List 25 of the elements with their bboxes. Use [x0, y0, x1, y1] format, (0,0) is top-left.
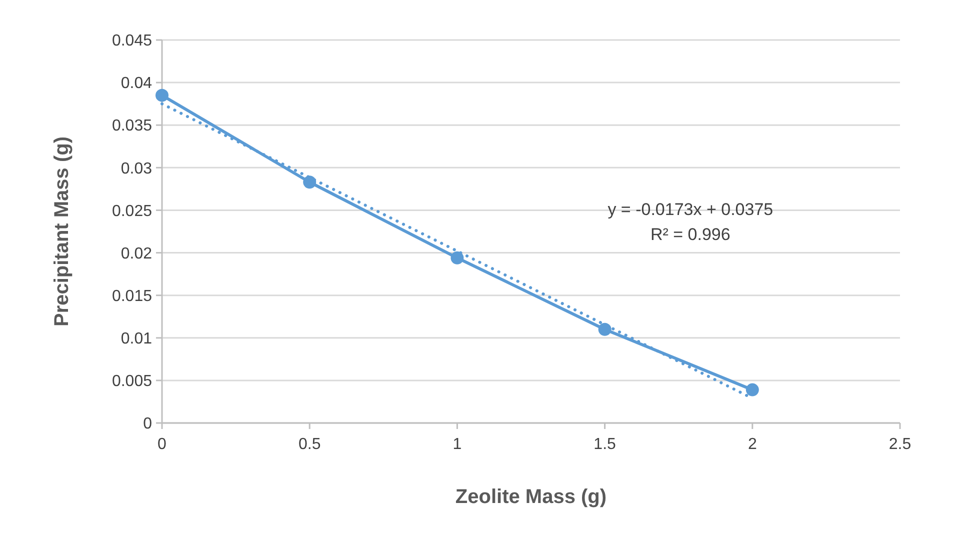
x-tick-label: 0: [158, 436, 167, 453]
y-tick-label: 0.045: [112, 32, 152, 50]
point: [450, 251, 464, 264]
x-tick-label: 2.5: [888, 436, 912, 453]
point: [598, 322, 612, 336]
y-axis-title: Precipitant Mass (g): [51, 136, 73, 327]
x-tick-label: 0.5: [298, 436, 321, 453]
y-tick-label: 0.01: [120, 330, 152, 348]
x-tick-label: 2: [748, 436, 757, 453]
point: [746, 383, 759, 396]
x-tick-label: 1: [452, 436, 462, 453]
annotation: y = -0.0173x + 0.0375: [608, 200, 774, 219]
y-tick-label: 0: [143, 416, 152, 433]
point: [303, 176, 316, 189]
y-tick-label: 0.04: [120, 75, 152, 92]
y-tick-label: 0.015: [112, 288, 152, 305]
y-tick-label: 0.02: [120, 245, 152, 262]
y-tick-label: 0.025: [112, 202, 152, 220]
x-axis-title: Zeolite Mass (g): [455, 486, 607, 508]
x-tick-label: 1.5: [594, 436, 616, 453]
annotation: R² = 0.996: [650, 225, 730, 244]
y-tick-label: 0.03: [120, 160, 152, 178]
y-tick-label: 0.035: [112, 118, 152, 135]
point: [156, 88, 168, 102]
y-tick-label: 0.005: [112, 373, 152, 390]
